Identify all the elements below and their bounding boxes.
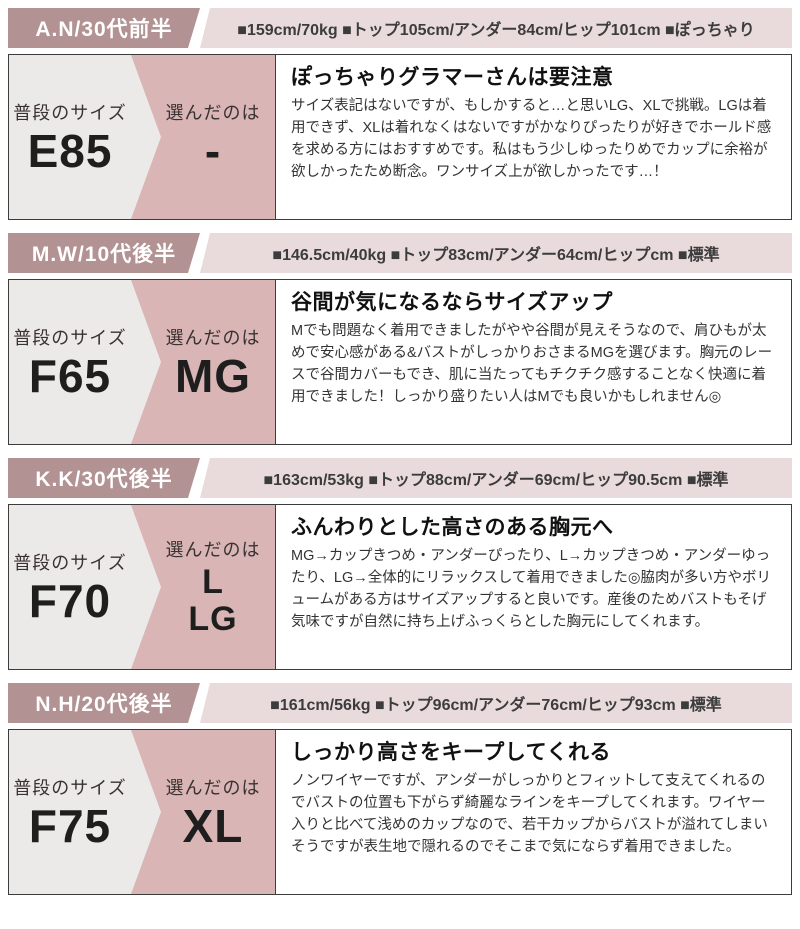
review-section: M.W/10代後半 ■146.5cm/40kg ■トップ83cm/アンダー64c… bbox=[8, 233, 792, 445]
review-body: サイズ表記はないですが、もしかすると…と思いLG、XLで挑戦。LGは着用できず、… bbox=[291, 98, 772, 181]
reviewer-header: M.W/10代後半 ■146.5cm/40kg ■トップ83cm/アンダー64c… bbox=[8, 233, 792, 273]
review-title: ぽっちゃりグラマーさんは要注意 bbox=[291, 66, 614, 89]
review-text-area: ふんわりとした高さのある胸元へ MG→カップきつめ・アンダーぴったり、L→カップ… bbox=[276, 505, 791, 669]
size-review-page: A.N/30代前半 ■159cm/70kg ■トップ105cm/アンダー84cm… bbox=[0, 0, 800, 895]
reviewer-stats: ■146.5cm/40kg ■トップ83cm/アンダー64cm/ヒップcm ■標… bbox=[200, 233, 792, 273]
review-section: K.K/30代後半 ■163cm/53kg ■トップ88cm/アンダー69cm/… bbox=[8, 458, 792, 670]
review-card: 普段のサイズ F70 選んだのは L LG ふんわりとした高さのある胸元へ MG→… bbox=[8, 504, 792, 670]
reviewer-stats: ■161cm/56kg ■トップ96cm/アンダー76cm/ヒップ93cm ■標… bbox=[200, 683, 792, 723]
review-section: A.N/30代前半 ■159cm/70kg ■トップ105cm/アンダー84cm… bbox=[8, 8, 792, 220]
size-panel: 普段のサイズ F70 選んだのは L LG bbox=[9, 505, 276, 669]
chosen-size-value: - bbox=[204, 124, 222, 177]
usual-size-label: 普段のサイズ bbox=[13, 552, 127, 573]
review-card: 普段のサイズ E85 選んだのは - ぽっちゃりグラマーさんは要注意 サイズ表記… bbox=[8, 54, 792, 220]
usual-size-block: 普段のサイズ F70 bbox=[9, 505, 131, 669]
review-text-area: 谷間が気になるならサイズアップ Mでも問題なく着用できましたがやや谷間が見えそう… bbox=[276, 280, 791, 444]
chosen-size-label: 選んだのは bbox=[165, 102, 261, 123]
chosen-size-block: 選んだのは L LG bbox=[131, 505, 275, 669]
review-body: MG→カップきつめ・アンダーぴったり、L→カップきつめ・アンダーゆったり、LG→… bbox=[291, 548, 772, 631]
reviewer-header: N.H/20代後半 ■161cm/56kg ■トップ96cm/アンダー76cm/… bbox=[8, 683, 792, 723]
review-title: しっかり高さをキープしてくれる bbox=[291, 741, 611, 764]
usual-size-block: 普段のサイズ F65 bbox=[9, 280, 131, 444]
size-panel: 普段のサイズ F75 選んだのは XL bbox=[9, 730, 276, 894]
chosen-size-line: XL bbox=[182, 799, 244, 852]
review-body: Mでも問題なく着用できましたがやや谷間が見えそうなので、肩ひもが太めで安心感があ… bbox=[291, 323, 773, 406]
usual-size-value: F75 bbox=[28, 799, 112, 852]
review-title: 谷間が気になるならサイズアップ bbox=[291, 291, 613, 314]
review-card: 普段のサイズ F65 選んだのは MG 谷間が気になるならサイズアップ Mでも問… bbox=[8, 279, 792, 445]
review-body: ノンワイヤーですが、アンダーがしっかりとフィットして支えてくれるのでバストの位置… bbox=[291, 773, 768, 856]
chosen-size-line: - bbox=[204, 124, 222, 177]
review-text-area: しっかり高さをキープしてくれる ノンワイヤーですが、アンダーがしっかりとフィット… bbox=[276, 730, 791, 894]
chosen-size-block: 選んだのは MG bbox=[131, 280, 275, 444]
reviewer-stats: ■163cm/53kg ■トップ88cm/アンダー69cm/ヒップ90.5cm … bbox=[200, 458, 792, 498]
usual-size-label: 普段のサイズ bbox=[13, 777, 127, 798]
reviewer-stats: ■159cm/70kg ■トップ105cm/アンダー84cm/ヒップ101cm … bbox=[200, 8, 792, 48]
usual-size-block: 普段のサイズ E85 bbox=[9, 55, 131, 219]
reviewer-name: M.W/10代後半 bbox=[8, 233, 200, 273]
chosen-size-value: XL bbox=[182, 799, 244, 852]
reviewer-header: K.K/30代後半 ■163cm/53kg ■トップ88cm/アンダー69cm/… bbox=[8, 458, 792, 498]
reviewer-header: A.N/30代前半 ■159cm/70kg ■トップ105cm/アンダー84cm… bbox=[8, 8, 792, 48]
chosen-size-label: 選んだのは bbox=[165, 777, 261, 798]
usual-size-value: F70 bbox=[28, 574, 112, 627]
reviewer-name: N.H/20代後半 bbox=[8, 683, 200, 723]
chosen-size-label: 選んだのは bbox=[165, 539, 261, 560]
review-text-area: ぽっちゃりグラマーさんは要注意 サイズ表記はないですが、もしかすると…と思いLG… bbox=[276, 55, 791, 219]
reviewer-name: K.K/30代後半 bbox=[8, 458, 200, 498]
usual-size-label: 普段のサイズ bbox=[13, 327, 127, 348]
chosen-size-label: 選んだのは bbox=[165, 327, 261, 348]
chosen-size-line: MG bbox=[174, 349, 252, 402]
review-title: ふんわりとした高さのある胸元へ bbox=[291, 516, 614, 539]
chosen-size-line: LG bbox=[188, 600, 238, 638]
review-section: N.H/20代後半 ■161cm/56kg ■トップ96cm/アンダー76cm/… bbox=[8, 683, 792, 895]
chosen-size-block: 選んだのは - bbox=[131, 55, 275, 219]
reviewer-name: A.N/30代前半 bbox=[8, 8, 200, 48]
review-card: 普段のサイズ F75 選んだのは XL しっかり高さをキープしてくれる ノンワイ… bbox=[8, 729, 792, 895]
usual-size-value: E85 bbox=[27, 124, 113, 177]
usual-size-value: F65 bbox=[28, 349, 112, 402]
usual-size-block: 普段のサイズ F75 bbox=[9, 730, 131, 894]
usual-size-label: 普段のサイズ bbox=[13, 102, 127, 123]
size-panel: 普段のサイズ F65 選んだのは MG bbox=[9, 280, 276, 444]
chosen-size-block: 選んだのは XL bbox=[131, 730, 275, 894]
chosen-size-value: L LG bbox=[188, 562, 238, 639]
chosen-size-line: L bbox=[202, 562, 224, 601]
chosen-size-value: MG bbox=[174, 349, 252, 402]
size-panel: 普段のサイズ E85 選んだのは - bbox=[9, 55, 276, 219]
